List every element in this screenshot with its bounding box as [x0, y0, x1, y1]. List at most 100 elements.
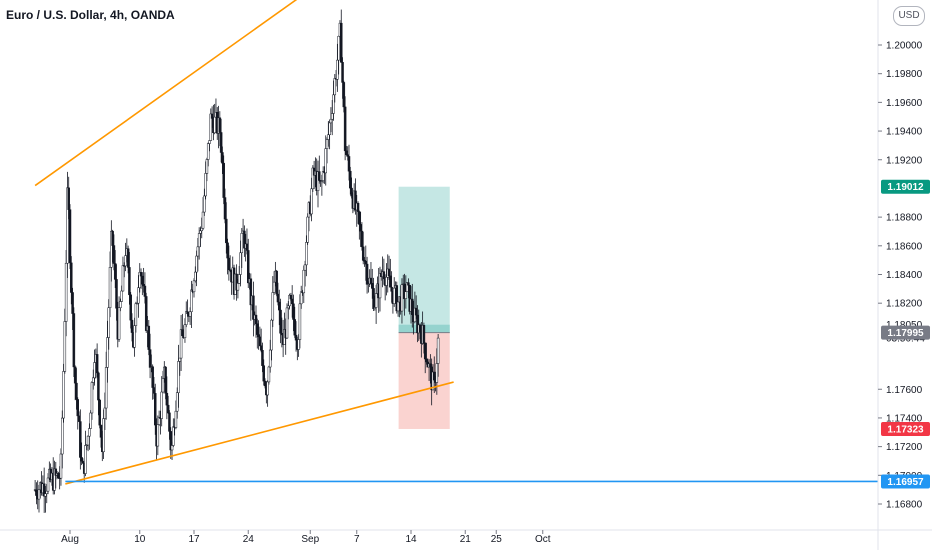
y-tick-label: 1.19800 — [886, 69, 923, 80]
x-tick-label: 21 — [460, 534, 472, 545]
candle-body — [71, 292, 74, 314]
candle-body — [106, 337, 109, 368]
drawn-lines — [34, 0, 878, 485]
candle-body — [113, 263, 117, 280]
candle-body — [120, 290, 123, 302]
candle-body — [195, 255, 198, 273]
currency-button[interactable]: USD — [893, 6, 925, 26]
candle-body — [343, 106, 347, 152]
candle-body — [293, 319, 296, 336]
y-tick-label: 1.18400 — [886, 270, 923, 281]
candle-body — [175, 392, 179, 412]
candle-body — [70, 262, 73, 293]
candle-body — [382, 271, 386, 280]
candle-body — [275, 270, 278, 295]
candle-body — [302, 269, 306, 294]
candle-body — [387, 268, 391, 277]
candle-body — [44, 493, 47, 497]
candle-body — [133, 325, 136, 348]
candle-body — [57, 473, 60, 479]
candle-body — [143, 285, 147, 297]
candle-body — [330, 113, 334, 120]
candle-body — [144, 296, 148, 331]
candle-body — [86, 435, 90, 446]
candle-body — [407, 282, 410, 286]
candle-body — [111, 230, 114, 246]
candle-body — [37, 489, 41, 500]
candle-body — [411, 298, 414, 315]
x-tick-label: 25 — [491, 534, 503, 545]
candle-body — [227, 257, 231, 270]
candle-body — [81, 460, 85, 464]
y-tick-label: 1.18200 — [886, 299, 923, 310]
candle-body — [139, 272, 143, 277]
candle-body — [327, 134, 330, 140]
candle-body — [236, 283, 240, 291]
candle-body — [80, 457, 83, 462]
candle-body — [328, 122, 331, 136]
candle-body — [197, 233, 201, 248]
candle-body — [165, 392, 169, 406]
candle-body — [170, 445, 174, 451]
candle-body — [361, 246, 365, 261]
candle-body — [148, 349, 152, 368]
candle-body — [64, 262, 68, 322]
y-tick-label: 1.17400 — [886, 413, 923, 424]
candle-body — [395, 285, 399, 312]
candle-body — [259, 345, 263, 351]
candle-body — [336, 59, 339, 80]
candle-body — [372, 288, 375, 309]
candle-body — [172, 426, 175, 446]
entry-price-tag-label: 1.17995 — [887, 328, 924, 339]
candle-body — [396, 301, 400, 312]
candle-body — [46, 477, 50, 492]
candle-body — [271, 292, 275, 321]
candle-body — [112, 245, 116, 264]
candle-body — [194, 271, 197, 282]
candle-body — [360, 230, 364, 248]
candle-body — [240, 233, 244, 254]
candle-body — [205, 159, 209, 174]
candle-body — [218, 117, 222, 133]
candle-body — [192, 280, 196, 293]
candle-body — [208, 140, 211, 144]
y-tick-label: 1.16800 — [886, 500, 923, 511]
candle-body — [35, 489, 38, 496]
candle-body — [385, 276, 388, 286]
candle-body — [318, 171, 321, 181]
y-tick-label: 1.18800 — [886, 213, 923, 224]
candle-body — [141, 275, 144, 285]
candle-body — [79, 421, 82, 458]
candle-body — [102, 418, 105, 453]
candle-body — [435, 363, 439, 383]
candle-body — [414, 307, 418, 316]
candle-body — [92, 377, 95, 383]
candle-body — [389, 275, 392, 288]
candle-body — [66, 187, 69, 264]
candle-body — [305, 242, 308, 266]
candle-body — [266, 381, 269, 396]
candle-body — [190, 289, 193, 313]
candle-body — [76, 399, 79, 417]
candle-body — [164, 366, 167, 394]
candle-body — [219, 132, 223, 153]
candle-body — [341, 62, 344, 83]
candle-body — [104, 367, 108, 409]
candle-body — [263, 380, 267, 387]
candle-body — [174, 410, 178, 428]
y-tick-label: 1.20000 — [886, 41, 923, 52]
candle-body — [103, 407, 107, 419]
candle-body — [378, 273, 382, 299]
candle-body — [303, 264, 307, 271]
candle-body — [226, 242, 229, 259]
candle-body — [63, 321, 67, 372]
candle-body — [239, 252, 242, 275]
candle-body — [404, 291, 408, 299]
candle-body — [130, 319, 134, 333]
candle-body — [356, 202, 360, 212]
candle-body — [225, 218, 228, 244]
candle-body — [117, 307, 121, 340]
candle-body — [262, 365, 265, 382]
